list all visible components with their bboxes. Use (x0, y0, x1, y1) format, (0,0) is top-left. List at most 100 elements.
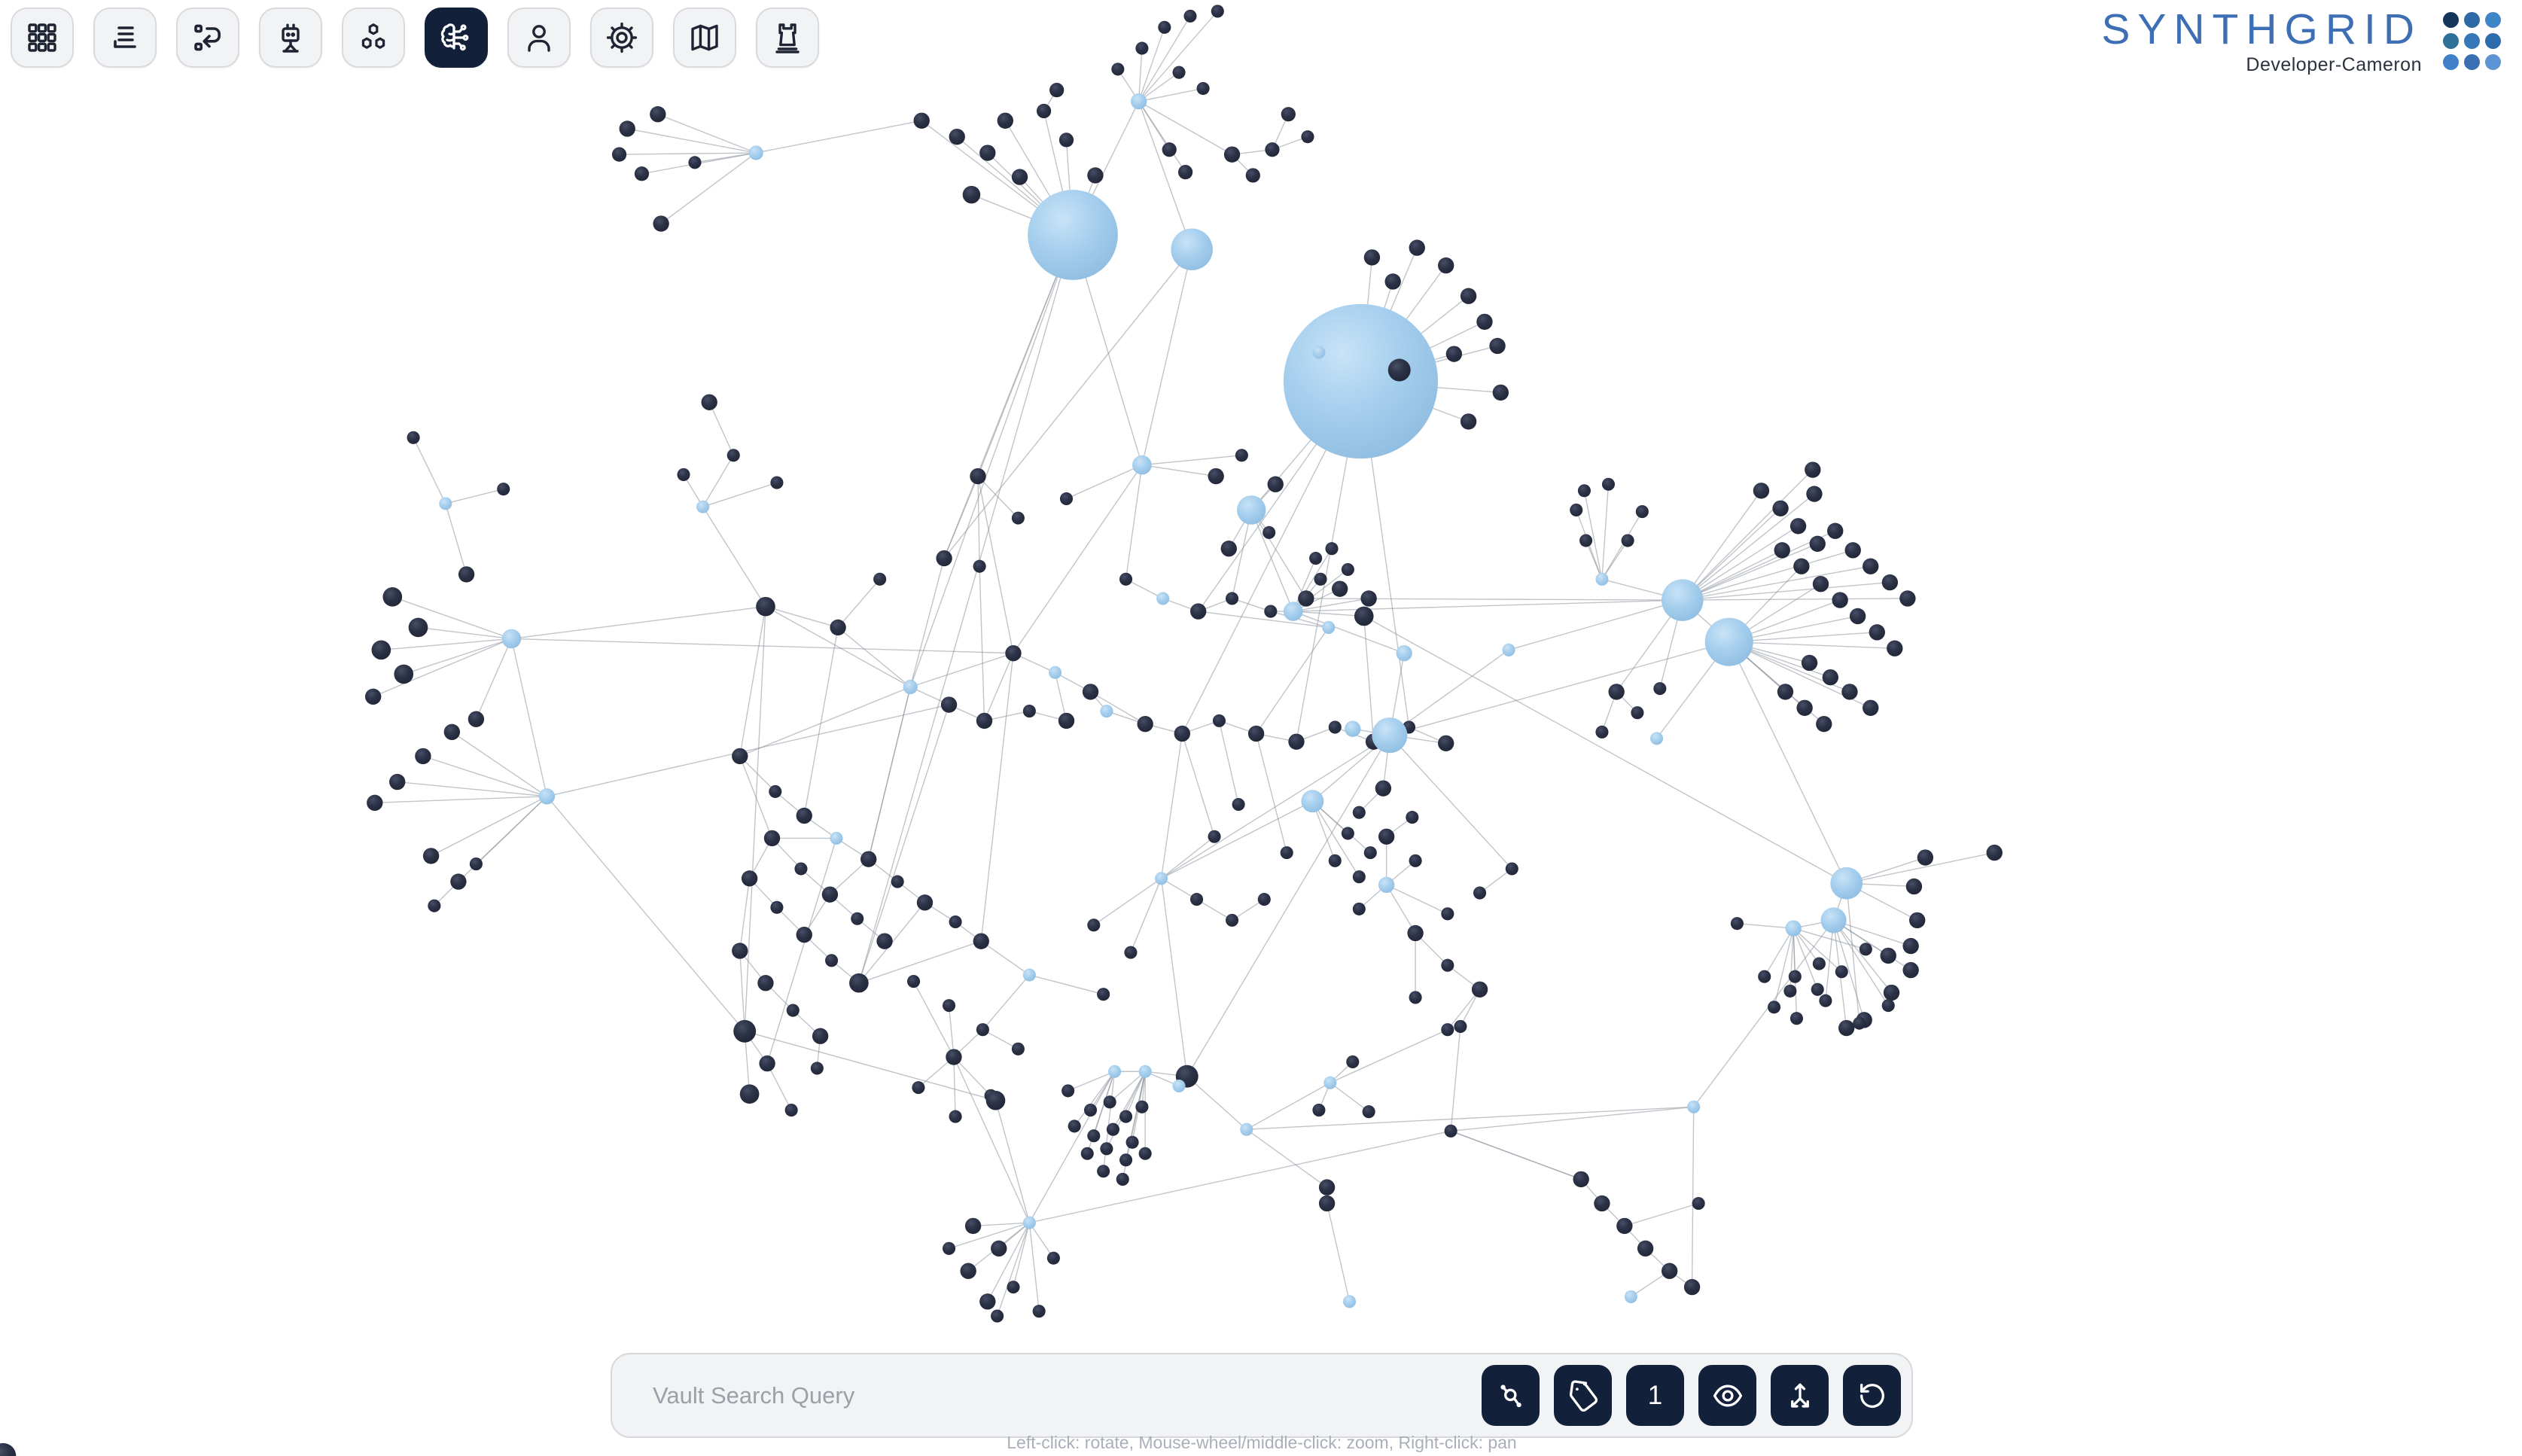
graph-node[interactable] (1378, 876, 1395, 894)
graph-node[interactable] (949, 915, 962, 929)
graph-node[interactable] (1396, 644, 1412, 662)
graph-node[interactable] (1225, 913, 1239, 927)
graph-node[interactable] (1137, 715, 1153, 733)
graph-node[interactable] (733, 1019, 757, 1043)
graph-node[interactable] (1827, 522, 1844, 539)
graph-node[interactable] (653, 215, 669, 232)
graph-node[interactable] (1820, 907, 1847, 934)
graph-node[interactable] (1100, 1142, 1113, 1156)
graph-node[interactable] (1387, 358, 1411, 382)
graph-node[interactable] (913, 112, 930, 129)
graph-node[interactable] (1298, 590, 1314, 607)
graph-node[interactable] (1028, 190, 1118, 280)
graph-node[interactable] (1007, 1281, 1020, 1294)
rook-icon[interactable] (756, 8, 819, 68)
graph-node[interactable] (1438, 257, 1454, 274)
graph-node[interactable] (1208, 468, 1224, 485)
graph-node[interactable] (732, 748, 748, 765)
graph-node[interactable] (1068, 1119, 1081, 1133)
graph-node[interactable] (770, 900, 784, 914)
graph-node[interactable] (1247, 725, 1265, 742)
tag-icon[interactable] (1554, 1365, 1612, 1426)
graph-node[interactable] (1637, 1240, 1654, 1257)
graph-node[interactable] (1352, 902, 1366, 915)
graph-node[interactable] (394, 664, 414, 684)
rotate-ccw-icon[interactable] (1843, 1365, 1901, 1426)
graph-node[interactable] (1859, 943, 1872, 956)
graph-node[interactable] (1049, 83, 1065, 98)
graph-node[interactable] (1788, 970, 1802, 983)
graph-node[interactable] (1887, 640, 1903, 656)
graph-node[interactable] (407, 431, 420, 444)
graph-node[interactable] (1312, 1103, 1326, 1117)
graph-node[interactable] (786, 1004, 800, 1017)
graph-node[interactable] (1087, 167, 1104, 184)
graph-node[interactable] (1841, 684, 1858, 700)
graph-node[interactable] (1579, 534, 1593, 547)
graph-node[interactable] (1661, 579, 1704, 621)
graph-node[interactable] (1375, 780, 1392, 797)
graph-node[interactable] (1265, 142, 1280, 157)
graph-node[interactable] (1189, 893, 1204, 906)
graph-node[interactable] (1325, 542, 1339, 556)
graph-node[interactable] (1138, 1065, 1152, 1078)
graph-node[interactable] (1883, 984, 1900, 1001)
graph-node[interactable] (1235, 449, 1248, 462)
align-lines-icon[interactable] (93, 8, 157, 68)
graph-node[interactable] (634, 166, 650, 181)
graph-node[interactable] (1309, 551, 1323, 565)
graph-node[interactable] (1158, 20, 1171, 34)
graph-node[interactable] (1174, 725, 1190, 742)
graph-node[interactable] (1631, 706, 1644, 720)
hex-cluster-icon[interactable] (342, 8, 405, 68)
graph-node[interactable] (1986, 844, 2003, 861)
graph-node[interactable] (1183, 9, 1197, 23)
graph-node[interactable] (1061, 1084, 1075, 1098)
graph-node[interactable] (1097, 1165, 1110, 1178)
graph-node[interactable] (1328, 854, 1342, 867)
graph-node[interactable] (960, 1263, 976, 1279)
graph-node[interactable] (949, 1110, 962, 1123)
graph-node[interactable] (611, 147, 627, 162)
graph-node[interactable] (1046, 1251, 1060, 1265)
graph-node[interactable] (1601, 477, 1616, 491)
graph-node[interactable] (1328, 720, 1342, 734)
graph-node[interactable] (1103, 1095, 1116, 1109)
graph-node[interactable] (677, 468, 690, 481)
graph-node[interactable] (1211, 5, 1224, 18)
node-search-icon[interactable] (1482, 1365, 1540, 1426)
graph-node[interactable] (1805, 461, 1821, 478)
graph-node[interactable] (382, 587, 403, 607)
graph-node[interactable] (1341, 562, 1354, 577)
brain-circuit-icon[interactable] (425, 8, 488, 68)
graph-node[interactable] (1460, 288, 1477, 304)
graph-node[interactable] (1342, 1295, 1357, 1308)
graph-node[interactable] (1111, 62, 1125, 76)
graph-node[interactable] (1341, 827, 1354, 840)
graph-node[interactable] (1793, 558, 1810, 574)
graph-node[interactable] (1240, 1122, 1253, 1136)
grid-3x3-icon[interactable] (11, 8, 74, 68)
graph-node[interactable] (1189, 603, 1207, 620)
graph-node[interactable] (1730, 917, 1744, 931)
graph-node[interactable] (1172, 65, 1186, 79)
graph-node[interactable] (1653, 682, 1667, 696)
graph-node[interactable] (1283, 303, 1439, 459)
graph-node[interactable] (1352, 806, 1366, 819)
graph-node[interactable] (1441, 958, 1454, 972)
graph-node[interactable] (1154, 872, 1168, 885)
graph-node[interactable] (1005, 644, 1022, 662)
graph-node[interactable] (1616, 1217, 1633, 1235)
graph-node[interactable] (1863, 558, 1879, 574)
graph-node[interactable] (1635, 505, 1649, 519)
graph-node[interactable] (1032, 1305, 1046, 1318)
graph-node[interactable] (1022, 705, 1036, 718)
user-icon[interactable] (507, 8, 571, 68)
graph-node[interactable] (976, 1023, 989, 1037)
graph-node[interactable] (371, 640, 391, 660)
graph-node[interactable] (1097, 988, 1110, 1001)
graph-node[interactable] (1318, 1179, 1336, 1196)
graph-node[interactable] (1087, 1129, 1101, 1143)
graph-node[interactable] (1264, 605, 1278, 618)
graph-node[interactable] (1661, 1263, 1678, 1279)
